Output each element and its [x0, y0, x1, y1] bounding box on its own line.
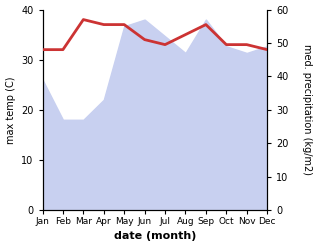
X-axis label: date (month): date (month)	[114, 231, 196, 242]
Y-axis label: max temp (C): max temp (C)	[5, 76, 16, 144]
Y-axis label: med. precipitation (kg/m2): med. precipitation (kg/m2)	[302, 44, 313, 175]
